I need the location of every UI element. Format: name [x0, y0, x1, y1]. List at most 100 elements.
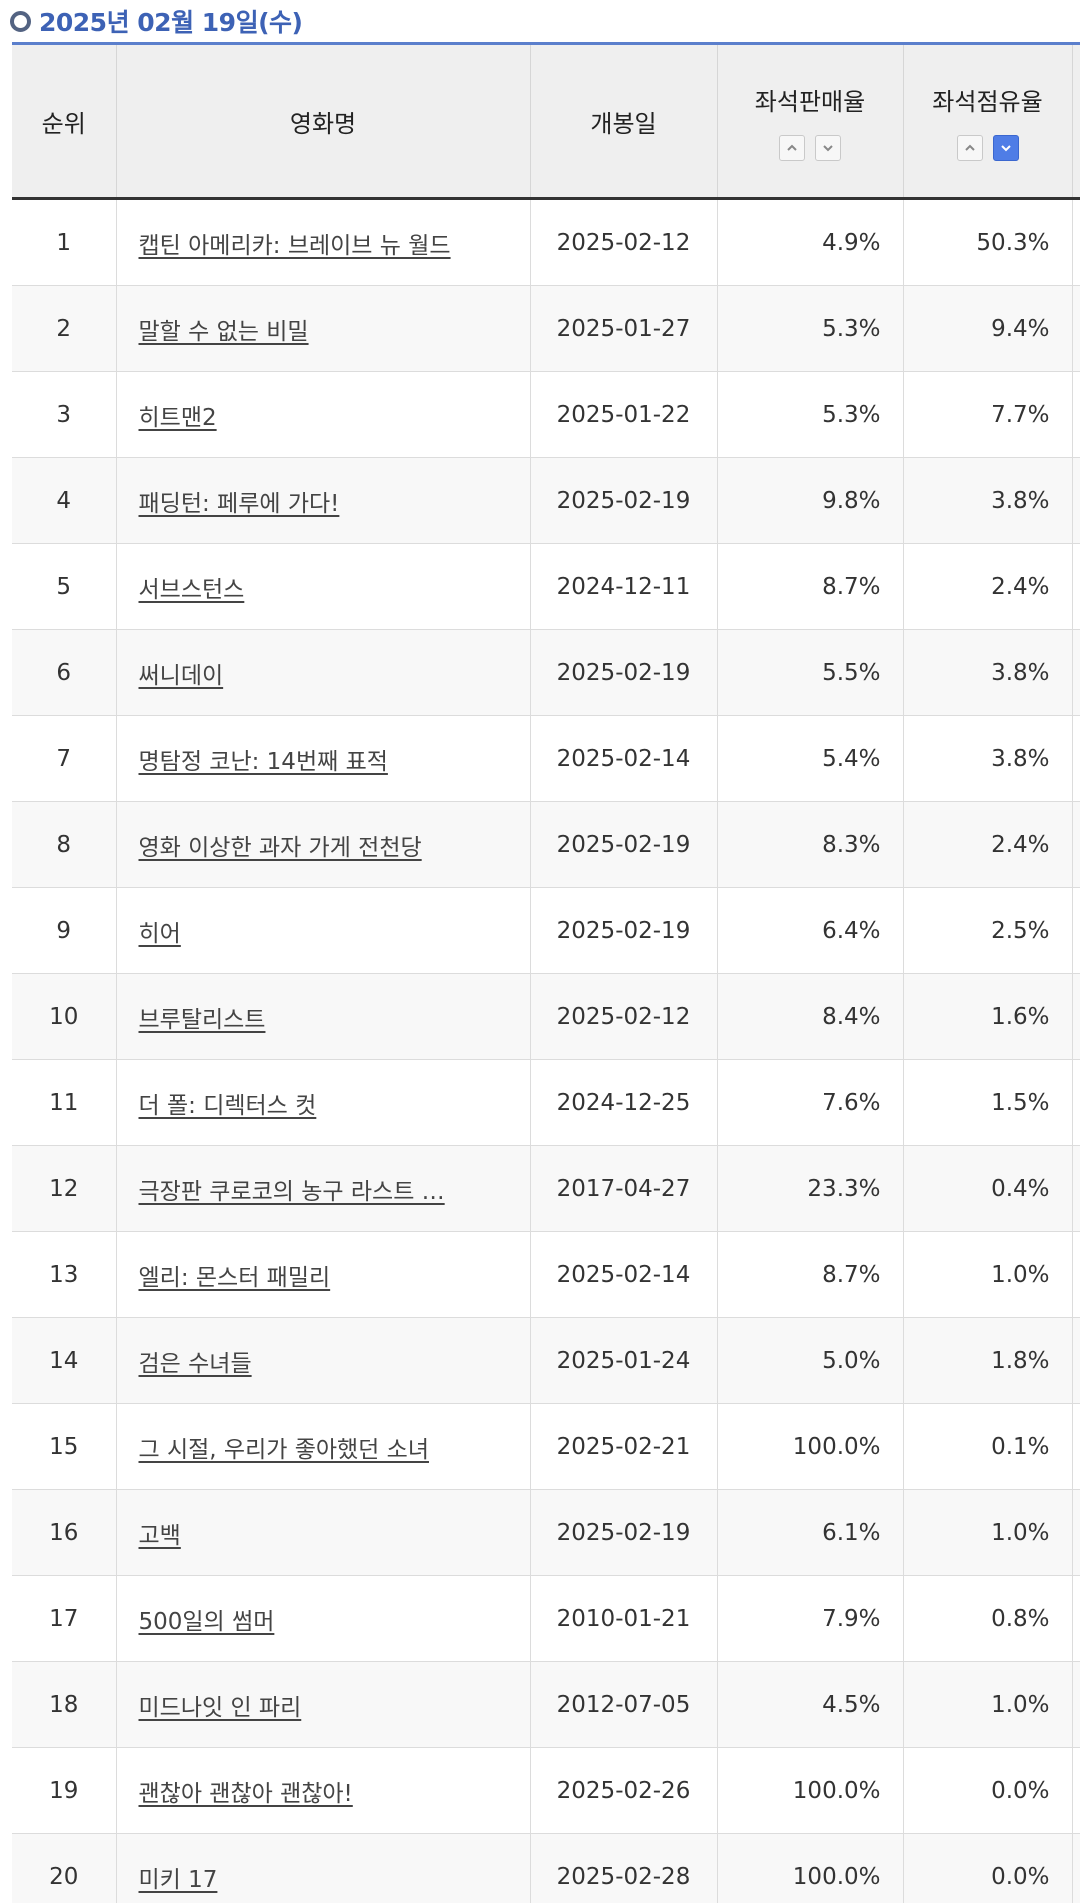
seat-share-rate-cell: 9.4%: [902, 285, 1072, 372]
overflow-cell: [1071, 457, 1080, 544]
title-cell: 캡틴 아메리카: 브레이브 뉴 월드: [115, 198, 530, 286]
title-cell: 500일의 썸머: [115, 1575, 530, 1662]
sales-rate-sort-desc-button[interactable]: [815, 134, 841, 161]
movie-title-link[interactable]: 엘리: 몬스터 패밀리: [138, 1264, 331, 1291]
movie-title-link[interactable]: 써니데이: [138, 662, 224, 689]
seat-share-rate-cell: 50.3%: [902, 198, 1072, 286]
table-row: 4 패딩턴: 페루에 가다! 2025-02-19 9.8% 3.8%: [12, 457, 1080, 544]
table-row: 7 명탐정 코난: 14번째 표적 2025-02-14 5.4% 3.8%: [12, 715, 1080, 802]
release-date-cell: 2025-02-19: [529, 887, 717, 974]
seat-sales-rate-cell: 100.0%: [716, 1403, 903, 1490]
movie-title-link[interactable]: 검은 수녀들: [138, 1350, 252, 1377]
movie-title-link[interactable]: 극장판 쿠로코의 농구 라스트 …: [138, 1178, 445, 1205]
seat-sales-rate-cell: 4.9%: [716, 198, 903, 286]
share-rate-sort-desc-button[interactable]: [992, 134, 1019, 161]
share-rate-sort-asc-button[interactable]: [956, 134, 983, 161]
seat-share-rate-cell: 2.4%: [902, 801, 1072, 888]
release-date-cell: 2024-12-11: [529, 543, 717, 630]
table-row: 10 브루탈리스트 2025-02-12 8.4% 1.6%: [12, 973, 1080, 1060]
movie-title-link[interactable]: 더 폴: 디렉터스 컷: [138, 1092, 317, 1119]
table-row: 19 괜찮아 괜찮아 괜찮아! 2025-02-26 100.0% 0.0%: [12, 1747, 1080, 1834]
chevron-up-icon: [964, 144, 975, 151]
table-row: 2 말할 수 없는 비밀 2025-01-27 5.3% 9.4%: [12, 285, 1080, 372]
movie-title-link[interactable]: 미키 17: [138, 1866, 218, 1893]
rank-cell: 18: [12, 1661, 116, 1748]
table-row: 11 더 폴: 디렉터스 컷 2024-12-25 7.6% 1.5%: [12, 1059, 1080, 1146]
table-row: 5 서브스턴스 2024-12-11 8.7% 2.4%: [12, 543, 1080, 630]
overflow-cell: [1071, 198, 1080, 286]
title-cell: 검은 수녀들: [115, 1317, 530, 1404]
release-date-cell: 2025-01-22: [529, 371, 717, 458]
seat-share-rate-cell: 1.0%: [902, 1489, 1072, 1576]
overflow-cell: [1071, 371, 1080, 458]
seat-sales-rate-cell: 7.6%: [716, 1059, 903, 1146]
seat-sales-rate-cell: 5.5%: [716, 629, 903, 716]
rank-cell: 15: [12, 1403, 116, 1490]
overflow-cell: [1071, 1059, 1080, 1146]
release-date-cell: 2025-02-19: [529, 1489, 717, 1576]
title-cell: 브루탈리스트: [115, 973, 530, 1060]
movie-title-link[interactable]: 패딩턴: 페루에 가다!: [138, 490, 340, 517]
seat-sales-rate-cell: 100.0%: [716, 1747, 903, 1834]
seat-sales-rate-cell: 9.8%: [716, 457, 903, 544]
column-header-sales-rate: 좌석판매율: [716, 45, 903, 200]
column-header-release: 개봉일: [529, 45, 717, 200]
overflow-cell: [1071, 801, 1080, 888]
overflow-cell: [1071, 1317, 1080, 1404]
seat-sales-rate-cell: 8.7%: [716, 1231, 903, 1318]
seat-share-rate-cell: 0.0%: [902, 1747, 1072, 1834]
date-heading: 2025년 02월 19일(수): [10, 0, 303, 42]
rank-cell: 10: [12, 973, 116, 1060]
seat-sales-rate-cell: 100.0%: [716, 1833, 903, 1903]
movie-title-link[interactable]: 그 시절, 우리가 좋아했던 소녀: [138, 1436, 429, 1463]
release-date-cell: 2017-04-27: [529, 1145, 717, 1232]
table-row: 9 히어 2025-02-19 6.4% 2.5%: [12, 887, 1080, 974]
title-cell: 극장판 쿠로코의 농구 라스트 …: [115, 1145, 530, 1232]
movie-title-link[interactable]: 영화 이상한 과자 가게 전천당: [138, 834, 422, 861]
overflow-cell: [1071, 887, 1080, 974]
seat-share-rate-cell: 7.7%: [902, 371, 1072, 458]
movie-title-link[interactable]: 고백: [138, 1522, 181, 1549]
movie-title-link[interactable]: 히트맨2: [138, 404, 217, 431]
title-cell: 그 시절, 우리가 좋아했던 소녀: [115, 1403, 530, 1490]
release-date-cell: 2025-02-28: [529, 1833, 717, 1903]
seat-share-rate-cell: 1.8%: [902, 1317, 1072, 1404]
rank-cell: 12: [12, 1145, 116, 1232]
overflow-cell: [1071, 973, 1080, 1060]
title-cell: 말할 수 없는 비밀: [115, 285, 530, 372]
movie-title-link[interactable]: 명탐정 코난: 14번째 표적: [138, 748, 388, 775]
seat-sales-rate-cell: 8.3%: [716, 801, 903, 888]
release-date-cell: 2025-02-21: [529, 1403, 717, 1490]
release-date-cell: 2025-02-14: [529, 715, 717, 802]
seat-share-rate-cell: 3.8%: [902, 457, 1072, 544]
movie-title-link[interactable]: 히어: [138, 920, 181, 947]
sales-rate-sort-asc-button[interactable]: [779, 134, 805, 161]
seat-share-rate-cell: 1.6%: [902, 973, 1072, 1060]
overflow-cell: [1071, 285, 1080, 372]
column-header-rank: 순위: [12, 45, 116, 200]
title-cell: 미드나잇 인 파리: [115, 1661, 530, 1748]
movie-title-link[interactable]: 서브스턴스: [138, 576, 245, 603]
overflow-cell: [1071, 543, 1080, 630]
seat-sales-rate-cell: 23.3%: [716, 1145, 903, 1232]
release-date-cell: 2025-02-19: [529, 801, 717, 888]
table-row: 1 캡틴 아메리카: 브레이브 뉴 월드 2025-02-12 4.9% 50.3%: [12, 198, 1080, 286]
rank-cell: 19: [12, 1747, 116, 1834]
movie-title-link[interactable]: 캡틴 아메리카: 브레이브 뉴 월드: [138, 232, 451, 259]
seat-sales-rate-cell: 4.5%: [716, 1661, 903, 1748]
movie-title-link[interactable]: 말할 수 없는 비밀: [138, 318, 309, 345]
seat-share-rate-cell: 0.0%: [902, 1833, 1072, 1903]
movie-title-link[interactable]: 미드나잇 인 파리: [138, 1694, 302, 1721]
column-header-share-rate: 좌석점유율: [902, 45, 1072, 200]
table-row: 20 미키 17 2025-02-28 100.0% 0.0%: [12, 1833, 1080, 1903]
movie-title-link[interactable]: 브루탈리스트: [138, 1006, 266, 1033]
table-row: 13 엘리: 몬스터 패밀리 2025-02-14 8.7% 1.0%: [12, 1231, 1080, 1318]
table-row: 17 500일의 썸머 2010-01-21 7.9% 0.8%: [12, 1575, 1080, 1662]
movie-title-link[interactable]: 괜찮아 괜찮아 괜찮아!: [138, 1780, 353, 1807]
sales-rate-sort-controls: [779, 134, 841, 161]
title-cell: 엘리: 몬스터 패밀리: [115, 1231, 530, 1318]
table-body: 1 캡틴 아메리카: 브레이브 뉴 월드 2025-02-12 4.9% 50.3% 2 말…: [12, 198, 1080, 1903]
movie-title-link[interactable]: 500일의 썸머: [138, 1608, 275, 1635]
table-row: 14 검은 수녀들 2025-01-24 5.0% 1.8%: [12, 1317, 1080, 1404]
seat-share-rate-cell: 2.5%: [902, 887, 1072, 974]
